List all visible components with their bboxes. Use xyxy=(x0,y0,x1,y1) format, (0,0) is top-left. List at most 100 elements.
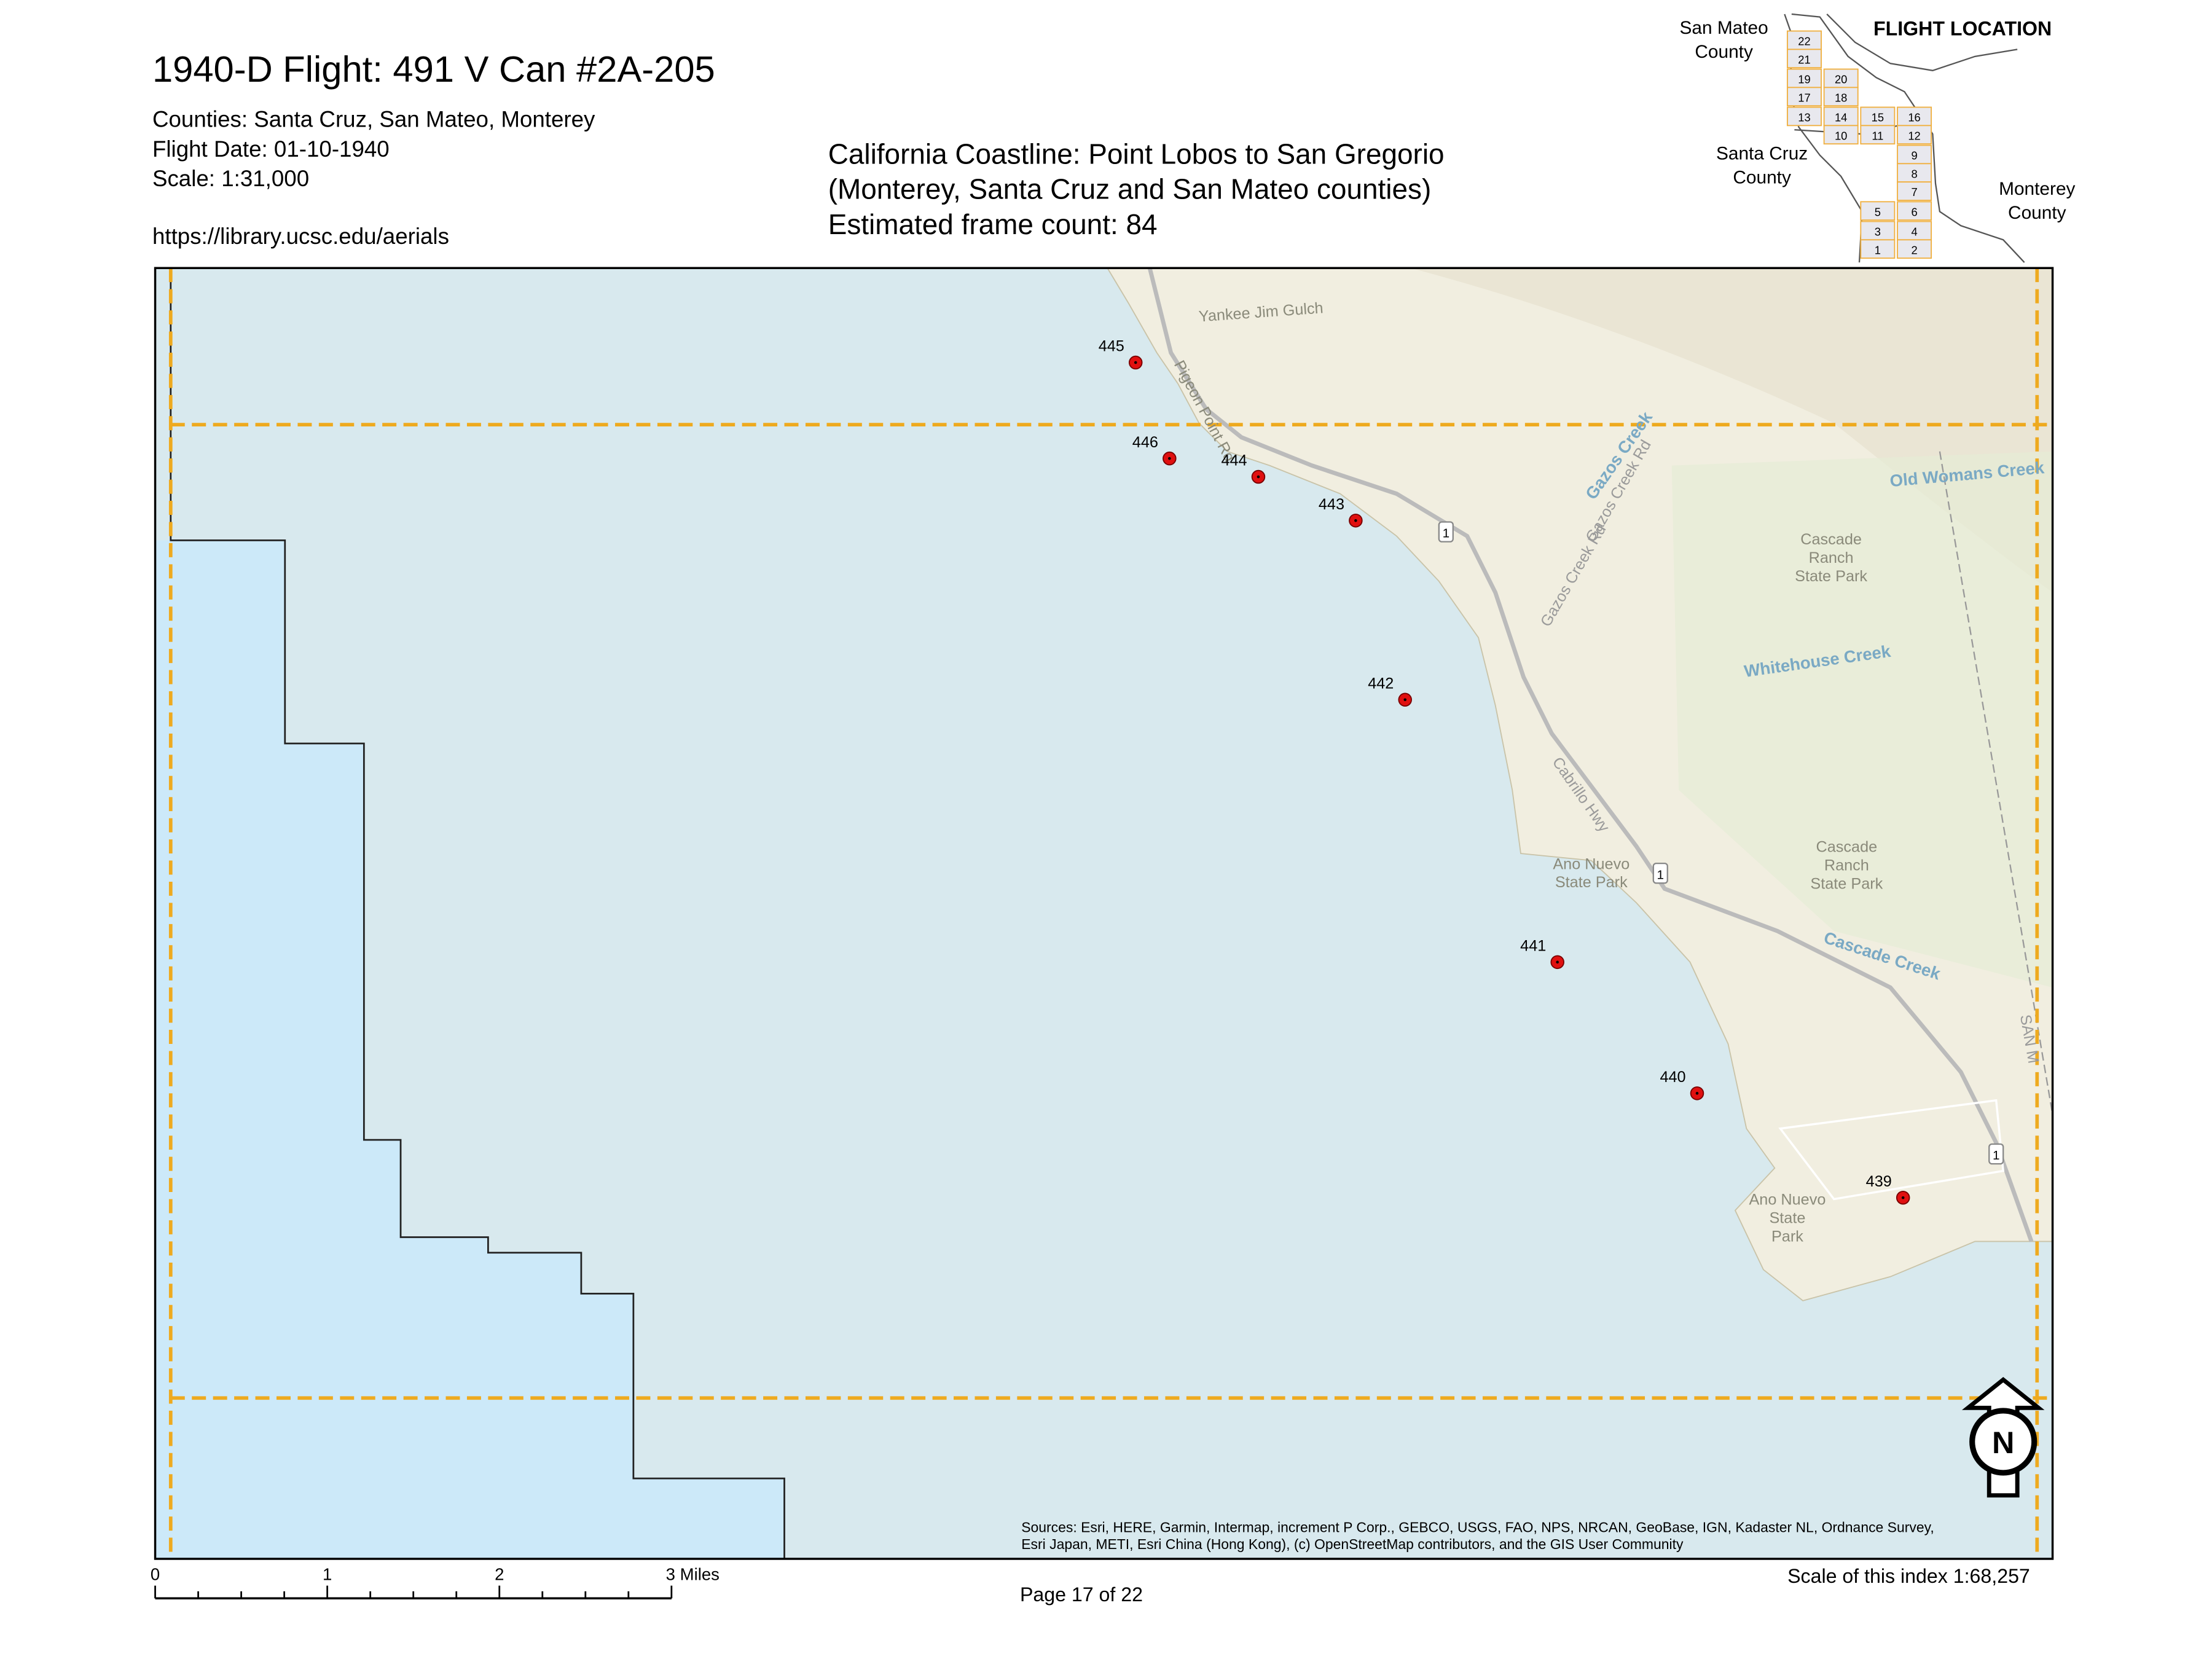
place-label: Ano Nuevo xyxy=(1749,1191,1826,1209)
inset-cell-label: 19 xyxy=(1798,73,1810,85)
county-label: County xyxy=(1733,167,1791,187)
county-label: Monterey xyxy=(1999,179,2075,199)
inset-cell xyxy=(1823,125,1859,145)
flight-date: Flight Date: 01-10-1940 xyxy=(152,136,390,162)
place-label: State xyxy=(1769,1210,1805,1227)
sources: Esri Japan, METI, Esri China (Hong Kong)… xyxy=(1021,1536,1684,1552)
sources: Sources: Esri, HERE, Garmin, Intermap, i… xyxy=(1021,1519,1934,1535)
place-label: Ranch xyxy=(1824,857,1869,874)
inset-title: FLIGHT LOCATION xyxy=(1873,17,2052,39)
route-label: 1 xyxy=(1657,868,1665,882)
route-label: 1 xyxy=(1443,527,1449,541)
frame-label: 445 xyxy=(1099,338,1124,355)
frame-label: 441 xyxy=(1520,937,1546,954)
inset-cell xyxy=(1897,163,1932,183)
inset-cell xyxy=(1897,181,1932,201)
frame-center xyxy=(1257,475,1260,479)
inset-border xyxy=(1826,14,2018,71)
inset-cell xyxy=(1897,144,1932,165)
inset-cell-label: 15 xyxy=(1872,111,1884,124)
park xyxy=(1671,451,2053,988)
frame-label: 440 xyxy=(1660,1069,1685,1086)
frame-center xyxy=(1695,1092,1699,1095)
frame-center xyxy=(1168,457,1171,460)
route-shield xyxy=(1438,521,1454,543)
place-label: Cascade xyxy=(1816,839,1878,856)
inset-cell-label: 4 xyxy=(1911,225,1917,238)
inset-cell-label: 12 xyxy=(1908,129,1920,142)
inset-cell-label: 20 xyxy=(1835,73,1847,85)
inset-cell xyxy=(1823,106,1859,127)
place-label: Park xyxy=(1771,1228,1803,1245)
route-shield xyxy=(1652,862,1668,884)
route-label: 1 xyxy=(1993,1148,2000,1163)
inset-cell xyxy=(1787,106,1822,127)
inset-cell-label: 1 xyxy=(1875,243,1881,256)
inset-cell-label: 18 xyxy=(1835,91,1847,104)
north-label: N xyxy=(1992,1425,2014,1460)
map-border xyxy=(154,267,2054,1560)
place-label: State Park xyxy=(1810,875,1883,892)
scale-label: 3 Miles xyxy=(666,1564,720,1583)
inset-cell xyxy=(1860,239,1896,259)
inset-cell xyxy=(1823,68,1859,88)
inset-cell xyxy=(1860,125,1896,145)
inset-cell-label: 3 xyxy=(1875,225,1881,238)
url: https://library.ucsc.edu/aerials xyxy=(152,224,449,249)
route-shield xyxy=(1988,1143,2004,1165)
inset-cell-label: 7 xyxy=(1911,186,1917,198)
inset-cell xyxy=(1860,106,1896,127)
description: California Coastline: Point Lobos to San… xyxy=(828,138,1445,170)
index-scale: Scale of this index 1:68,257 xyxy=(1787,1565,2030,1587)
place-label: State Park xyxy=(1795,568,1867,585)
area xyxy=(155,540,785,1559)
inset-cell xyxy=(1897,125,1932,145)
frame-label: 442 xyxy=(1368,675,1394,692)
scale: Scale: 1:31,000 xyxy=(152,166,309,191)
road xyxy=(1778,1099,2005,1201)
place-label: Ranch xyxy=(1809,549,1854,567)
county-label: County xyxy=(2008,203,2066,223)
scale-label: 2 xyxy=(495,1564,504,1583)
highway xyxy=(1147,267,2034,1242)
page-number: Page 17 of 22 xyxy=(1020,1583,1143,1606)
scale-bar: 0 1 2 3 Miles xyxy=(151,1564,720,1599)
inset-cell xyxy=(1860,201,1896,221)
inset-cell-label: 8 xyxy=(1911,167,1917,180)
terrain xyxy=(1410,268,2053,593)
inset-cell-label: 14 xyxy=(1835,111,1847,124)
inset-cell xyxy=(1897,106,1932,127)
area-border xyxy=(170,268,785,1559)
frame-label: 439 xyxy=(1866,1173,1892,1190)
inset-cell xyxy=(1787,68,1822,88)
inset-cell xyxy=(1823,87,1859,107)
inset-cell-label: 21 xyxy=(1798,53,1810,66)
county-label: San Mateo xyxy=(1679,18,1768,38)
inset-cell xyxy=(1860,221,1896,241)
north-arrow: N xyxy=(1961,1376,2045,1498)
inset-cell-label: 5 xyxy=(1875,205,1881,218)
place-label: State Park xyxy=(1555,874,1628,891)
inset-cell xyxy=(1787,30,1822,50)
boundary xyxy=(1939,451,2053,1115)
county-label: Santa Cruz xyxy=(1716,143,1808,163)
frame-center xyxy=(1556,960,1559,964)
inset-cell-label: 10 xyxy=(1835,129,1847,142)
inset-cell-label: 9 xyxy=(1911,149,1917,162)
inset-cell xyxy=(1787,87,1822,107)
scale-label: 1 xyxy=(323,1564,332,1583)
frame-center xyxy=(1403,698,1407,702)
place-label: Ano Nuevo xyxy=(1553,855,1630,873)
frame-center xyxy=(1354,519,1357,522)
inset-cell xyxy=(1897,221,1932,241)
title: 1940-D Flight: 491 V Can #2A-205 xyxy=(152,49,715,90)
inset-cell-label: 6 xyxy=(1911,205,1917,218)
frame-label: 444 xyxy=(1221,452,1247,469)
place-label: Cascade xyxy=(1800,531,1862,548)
inset-cell xyxy=(1897,239,1932,259)
frame-label: 446 xyxy=(1132,434,1158,451)
counties: Counties: Santa Cruz, San Mateo, Montere… xyxy=(152,107,595,132)
frame-label: 443 xyxy=(1319,496,1344,513)
